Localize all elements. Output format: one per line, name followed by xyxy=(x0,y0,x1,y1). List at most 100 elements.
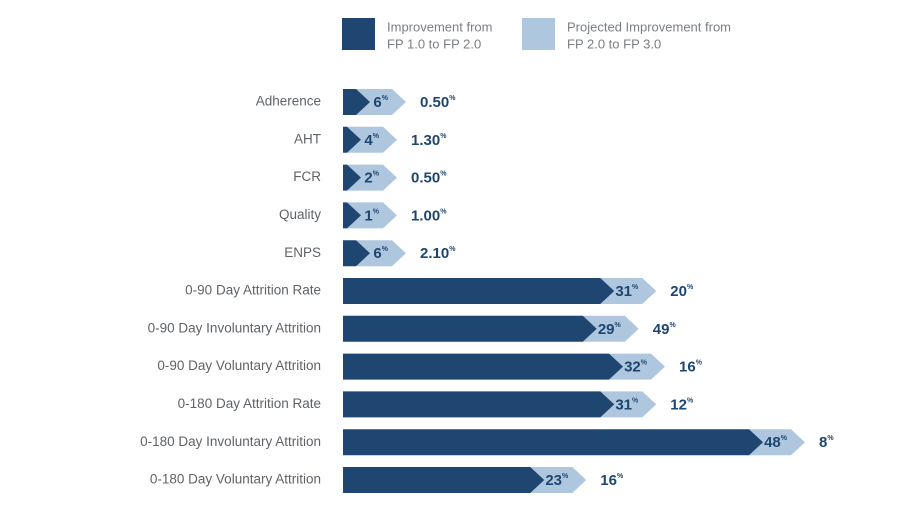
legend-label-1-line2: FP 1.0 to FP 2.0 xyxy=(387,36,481,51)
category-label: 0-90 Day Voluntary Attrition xyxy=(157,358,321,373)
data-label-projected: 49% xyxy=(653,321,677,338)
data-label-projected: 8% xyxy=(819,434,834,451)
bar-improvement xyxy=(343,353,623,380)
category-label: 0-180 Day Voluntary Attrition xyxy=(150,472,321,487)
data-label-improvement: 4% xyxy=(364,132,379,149)
data-label-improvement: 1% xyxy=(364,207,379,224)
category-label: AHT xyxy=(294,131,321,146)
data-label-improvement-suffix: % xyxy=(641,359,648,366)
legend-label-2-line2: FP 2.0 to FP 3.0 xyxy=(567,36,661,51)
data-label-improvement: 6% xyxy=(373,245,388,262)
data-label-improvement: 2% xyxy=(364,170,379,187)
data-label-improvement-value: 48 xyxy=(764,434,781,451)
bar-improvement xyxy=(343,429,763,456)
category-label: ENPS xyxy=(284,245,321,260)
data-label-projected: 0.50% xyxy=(420,94,456,111)
bar-projected xyxy=(356,240,406,267)
data-label-improvement-value: 31 xyxy=(615,396,632,413)
data-label-improvement-suffix: % xyxy=(632,397,639,404)
bar-projected xyxy=(347,126,397,153)
data-label-projected-suffix: % xyxy=(440,133,447,140)
bar-improvement xyxy=(343,202,361,229)
data-label-projected-suffix: % xyxy=(617,473,624,480)
data-label-projected: 2.10% xyxy=(420,245,456,262)
data-label-improvement: 48% xyxy=(764,434,788,451)
data-label-projected: 1.30% xyxy=(411,132,447,149)
data-label-projected-suffix: % xyxy=(440,170,447,177)
data-label-projected-value: 16 xyxy=(600,472,617,489)
data-label-improvement: 31% xyxy=(615,283,639,300)
data-label-improvement-value: 29 xyxy=(598,321,615,338)
data-label-projected-suffix: % xyxy=(696,359,703,366)
bar-projected xyxy=(600,278,657,304)
data-label-improvement-value: 32 xyxy=(624,359,641,376)
data-label-projected-value: 2.10 xyxy=(420,245,449,262)
bar-improvement xyxy=(343,315,597,342)
bar-improvement xyxy=(343,89,370,115)
bar-projected xyxy=(582,315,639,342)
bar-projected xyxy=(530,467,587,493)
bar-improvement xyxy=(343,278,615,304)
data-label-projected: 16% xyxy=(600,472,624,489)
data-label-improvement-suffix: % xyxy=(373,208,380,215)
data-label-improvement-value: 1 xyxy=(364,207,372,224)
data-label-projected-value: 1.30 xyxy=(411,132,440,149)
data-label-projected-value: 20 xyxy=(670,283,687,300)
category-label: 0-180 Day Attrition Rate xyxy=(178,396,321,411)
data-label-projected-suffix: % xyxy=(440,208,447,215)
category-label: 0-90 Day Attrition Rate xyxy=(185,283,321,298)
category-label: Quality xyxy=(279,207,321,222)
data-label-improvement-value: 31 xyxy=(615,283,632,300)
chart-rows: Adherence 6% 0.50%AHT 4% 1.30%FCR 2% 0.50%Qual… xyxy=(140,89,834,493)
data-label-projected-suffix: % xyxy=(687,284,694,291)
category-label: FCR xyxy=(293,169,321,184)
data-label-projected: 16% xyxy=(679,359,703,376)
data-label-projected: 0.50% xyxy=(411,170,447,187)
bar-improvement xyxy=(343,391,615,418)
data-label-projected-value: 16 xyxy=(679,359,696,376)
data-label-improvement-suffix: % xyxy=(373,133,380,140)
legend-swatch-2 xyxy=(522,18,555,50)
data-label-improvement-value: 2 xyxy=(364,170,372,187)
data-label-projected-value: 0.50 xyxy=(420,94,449,111)
bar-improvement xyxy=(343,164,361,191)
data-label-improvement-suffix: % xyxy=(562,473,569,480)
data-label-improvement-suffix: % xyxy=(382,95,389,102)
bar-projected xyxy=(600,391,657,418)
bar-projected xyxy=(347,164,397,191)
bar-improvement xyxy=(343,240,370,267)
bar-projected xyxy=(749,429,805,456)
data-label-improvement-suffix: % xyxy=(781,435,788,442)
data-label-projected-value: 0.50 xyxy=(411,170,440,187)
bar-projected xyxy=(609,353,665,380)
data-label-projected-suffix: % xyxy=(449,246,456,253)
data-label-improvement: 29% xyxy=(598,321,622,338)
category-label: 0-90 Day Involuntary Attrition xyxy=(148,320,321,335)
data-label-improvement: 31% xyxy=(615,396,639,413)
data-label-improvement-suffix: % xyxy=(382,246,389,253)
data-label-projected: 20% xyxy=(670,283,694,300)
bar-improvement xyxy=(343,126,361,153)
data-label-projected-suffix: % xyxy=(687,397,694,404)
data-label-improvement: 23% xyxy=(545,472,569,489)
legend-label-1-line1: Improvement from xyxy=(387,19,492,34)
data-label-improvement-value: 23 xyxy=(545,472,562,489)
data-label-projected-suffix: % xyxy=(827,435,834,442)
data-label-projected-value: 49 xyxy=(653,321,670,338)
bar-projected xyxy=(347,202,397,229)
data-label-improvement-value: 6 xyxy=(373,94,381,111)
data-label-projected: 1.00% xyxy=(411,207,447,224)
data-label-improvement: 32% xyxy=(624,359,648,376)
data-label-improvement: 6% xyxy=(373,94,388,111)
data-label-projected-value: 8 xyxy=(819,434,827,451)
category-label: 0-180 Day Involuntary Attrition xyxy=(140,434,321,449)
data-label-improvement-suffix: % xyxy=(615,322,622,329)
data-label-projected: 12% xyxy=(670,396,694,413)
legend-swatch-1 xyxy=(342,18,375,50)
data-label-projected-value: 12 xyxy=(670,396,687,413)
data-label-improvement-suffix: % xyxy=(632,284,639,291)
data-label-improvement-value: 6 xyxy=(373,245,381,262)
category-label: Adherence xyxy=(256,94,321,109)
legend-label-2-line1: Projected Improvement from xyxy=(567,19,731,34)
